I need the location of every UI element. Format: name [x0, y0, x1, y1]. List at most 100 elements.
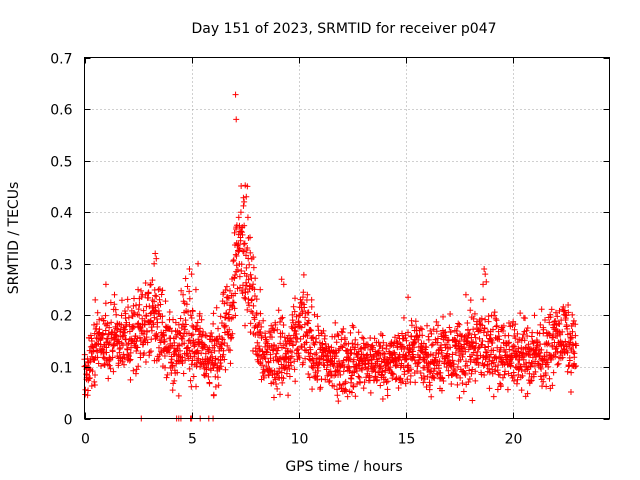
- data-point: [343, 387, 350, 394]
- data-point: [424, 373, 431, 380]
- data-point: [563, 312, 570, 319]
- data-point: [542, 316, 549, 323]
- data-point: [568, 334, 575, 341]
- data-point: [217, 357, 224, 364]
- data-point: [210, 310, 217, 317]
- data-point: [379, 395, 386, 402]
- data-point: [338, 385, 345, 392]
- data-point: [120, 361, 127, 368]
- data-point: [514, 348, 521, 355]
- data-point: [174, 369, 181, 376]
- data-point: [119, 358, 126, 365]
- data-point: [484, 328, 491, 335]
- data-point: [371, 335, 378, 342]
- data-point: [402, 380, 409, 387]
- data-point: [112, 306, 119, 313]
- data-point: [171, 377, 178, 384]
- data-point: [305, 309, 312, 316]
- data-point: [474, 359, 481, 366]
- data-point: [96, 316, 103, 323]
- data-point: [205, 373, 212, 380]
- data-point: [259, 362, 266, 369]
- data-point: [186, 288, 193, 295]
- data-point: [253, 310, 260, 317]
- data-point: [155, 344, 162, 351]
- data-point: [274, 385, 281, 392]
- data-point: [476, 335, 483, 342]
- data-point: [456, 321, 463, 328]
- data-point: [403, 337, 410, 344]
- x-tick-label: 0: [81, 432, 90, 448]
- data-point: [469, 397, 476, 404]
- data-point: [243, 264, 250, 271]
- data-point: [130, 367, 137, 374]
- data-point: [462, 291, 469, 298]
- data-point: [379, 344, 386, 351]
- data-point: [400, 364, 407, 371]
- data-point: [339, 329, 346, 336]
- data-point: [506, 339, 513, 346]
- data-point: [314, 313, 321, 320]
- data-point: [334, 392, 341, 399]
- data-point: [286, 373, 293, 380]
- data-point: [121, 354, 128, 361]
- data-point: [513, 380, 520, 387]
- data-point: [314, 364, 321, 371]
- data-point: [177, 347, 184, 354]
- data-point: [237, 228, 244, 235]
- data-point: [289, 317, 296, 324]
- data-point: [301, 304, 308, 311]
- data-point: [483, 278, 490, 285]
- data-point: [230, 299, 237, 306]
- data-point: [153, 293, 160, 300]
- data-point: [452, 349, 459, 356]
- data-point: [166, 308, 173, 315]
- data-point: [458, 348, 465, 355]
- data-point: [271, 327, 278, 334]
- data-point: [489, 326, 496, 333]
- data-point: [504, 353, 511, 360]
- y-tick-label: 0.3: [50, 258, 72, 274]
- data-point: [456, 394, 463, 401]
- data-point: [466, 330, 473, 337]
- data-point: [230, 281, 237, 288]
- data-point: [351, 368, 358, 375]
- data-point: [564, 325, 571, 332]
- data-point: [410, 348, 417, 355]
- data-point: [219, 336, 226, 343]
- data-point: [243, 279, 250, 286]
- data-point: [247, 249, 254, 256]
- data-point: [124, 296, 131, 303]
- data-point: [438, 387, 445, 394]
- data-point: [176, 342, 183, 349]
- data-point: [185, 344, 192, 351]
- data-point: [492, 315, 499, 322]
- data-point: [240, 241, 247, 248]
- data-point: [288, 362, 295, 369]
- x-tick-label: 5: [188, 432, 197, 448]
- data-point: [108, 319, 115, 326]
- data-point: [485, 313, 492, 320]
- data-point: [377, 382, 384, 389]
- data-point: [470, 326, 477, 333]
- data-point: [486, 369, 493, 376]
- data-point: [318, 376, 325, 383]
- data-point: [298, 324, 305, 331]
- data-point: [348, 349, 355, 356]
- data-point: [540, 324, 547, 331]
- data-point: [449, 357, 456, 364]
- data-point: [109, 354, 116, 361]
- data-point: [105, 341, 112, 348]
- data-point: [357, 346, 364, 353]
- data-point: [531, 312, 538, 319]
- data-point: [156, 296, 163, 303]
- data-point: [91, 378, 98, 385]
- data-point: [425, 336, 432, 343]
- data-point: [410, 354, 417, 361]
- data-point: [291, 358, 298, 365]
- data-point: [335, 332, 342, 339]
- data-point: [555, 360, 562, 367]
- data-point: [244, 183, 251, 190]
- data-point: [428, 342, 435, 349]
- data-point: [228, 334, 235, 341]
